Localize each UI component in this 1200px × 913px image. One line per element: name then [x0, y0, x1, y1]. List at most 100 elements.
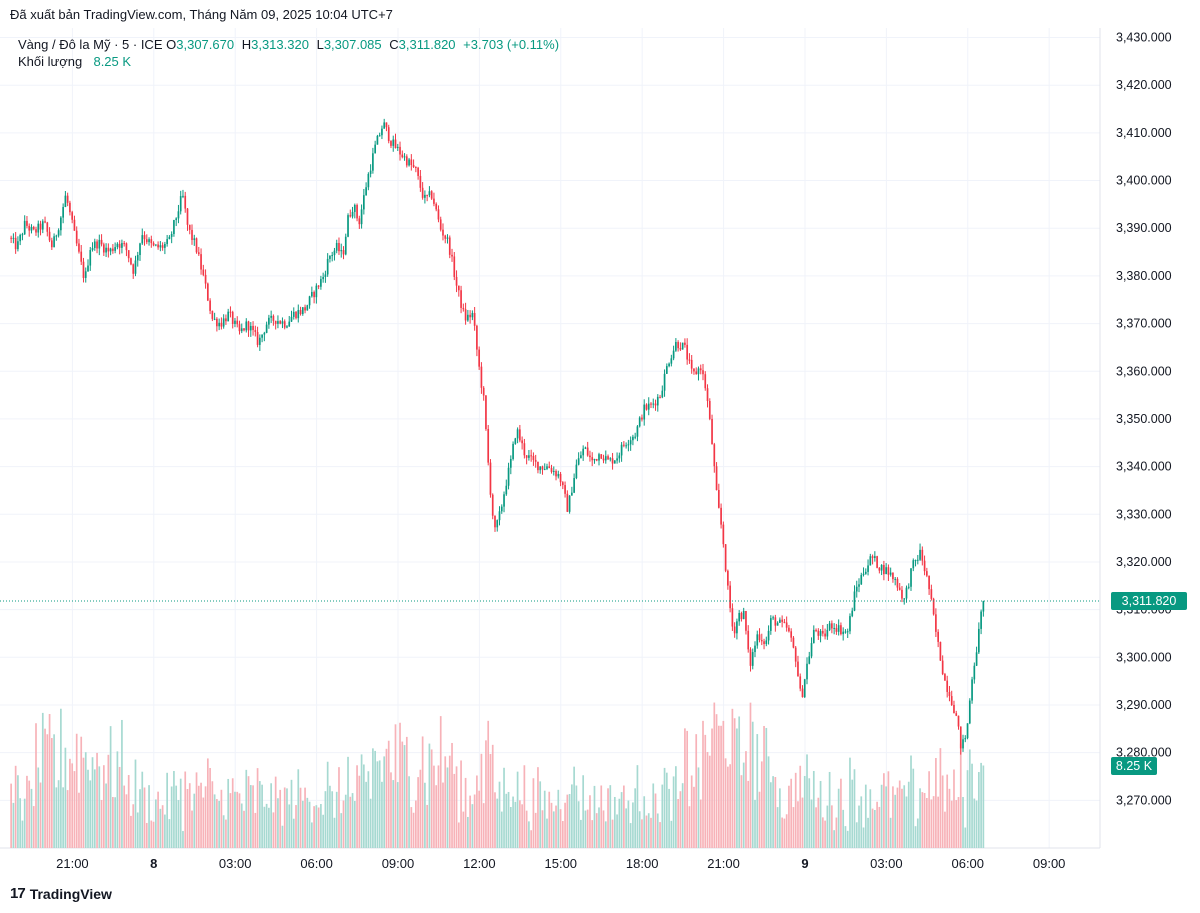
volume-bar: [561, 821, 564, 848]
candle-body: [887, 567, 890, 575]
candle-body: [546, 466, 548, 469]
candle-body: [663, 373, 666, 391]
volume-bar: [833, 830, 835, 848]
candle-body: [249, 325, 252, 331]
volume-bar: [634, 788, 637, 848]
candle-body: [803, 679, 806, 698]
candle-body: [340, 250, 343, 252]
volume-bar: [23, 798, 26, 848]
candle-body: [252, 325, 254, 331]
volume-bar: [220, 789, 223, 848]
candle-body: [982, 600, 985, 612]
candle-body: [116, 243, 119, 248]
volume-label[interactable]: Khối lượng: [18, 54, 83, 69]
candle-body: [467, 314, 469, 321]
close-label: C: [389, 37, 399, 52]
candle-body: [715, 466, 718, 491]
candle-body: [763, 641, 765, 644]
volume-bar: [555, 805, 557, 848]
candle-body: [243, 328, 245, 331]
candle-body: [60, 217, 62, 231]
candle-body: [358, 218, 361, 225]
volume-bar: [383, 756, 386, 848]
volume-bar: [485, 740, 487, 848]
candle-body: [317, 285, 320, 287]
candle-body: [471, 312, 474, 318]
candle-body: [383, 122, 386, 129]
volume-bar: [557, 789, 560, 848]
candle-body: [781, 619, 783, 622]
candle-body: [487, 429, 490, 463]
volume-bar: [566, 794, 569, 848]
candle-body: [297, 309, 300, 319]
volume-bar: [123, 785, 126, 848]
candle-body: [641, 417, 643, 420]
tradingview-logo[interactable]: 17 TradingView: [10, 885, 112, 902]
volume-bar: [78, 792, 80, 848]
candle-body: [946, 680, 949, 692]
volume-bar: [889, 817, 892, 848]
candle-body: [616, 458, 618, 461]
candle-body: [460, 290, 462, 308]
candle-body: [399, 146, 401, 155]
candle-body: [812, 629, 815, 644]
candle-body: [310, 291, 313, 297]
volume-bar: [835, 817, 838, 848]
candle-body: [552, 470, 555, 472]
volume-bar: [684, 728, 686, 848]
volume-bar: [950, 800, 953, 848]
volume-bar: [455, 766, 458, 848]
candlestick-chart[interactable]: 3,270.000 3,280.000 3,290.000 3,300.000 3,31…: [0, 28, 1200, 878]
candle-body: [121, 243, 123, 248]
volume-bar: [543, 790, 546, 848]
volume-bar: [73, 771, 76, 848]
volume-bar: [442, 782, 444, 848]
candle-body: [571, 492, 573, 496]
x-tick-label: 8: [150, 856, 157, 871]
volume-bar: [35, 723, 37, 848]
candle-body: [229, 311, 232, 313]
candle-body: [751, 652, 754, 666]
volume-bar: [602, 810, 605, 848]
candle-body: [62, 206, 64, 218]
candle-body: [265, 324, 268, 333]
y-tick-label: 3,400.000: [1116, 174, 1172, 188]
candle-body: [627, 444, 630, 446]
candle-body: [268, 317, 270, 325]
volume-bar: [161, 805, 164, 848]
volume-bar: [317, 807, 320, 848]
candle-body: [675, 342, 677, 351]
volume-bar: [650, 817, 652, 848]
chart-area[interactable]: 3,270.000 3,280.000 3,290.000 3,300.000 3,31…: [0, 28, 1200, 878]
candle-body: [948, 691, 951, 697]
volume-bar: [729, 764, 731, 848]
candle-body: [290, 316, 293, 322]
candle-body: [299, 309, 302, 315]
candle-body: [749, 649, 752, 666]
volume-bar: [340, 813, 343, 848]
candle-body: [512, 443, 514, 459]
symbol-label[interactable]: Vàng / Đô la Mỹ · 5 · ICE: [18, 37, 163, 52]
volume-bar: [173, 770, 175, 848]
volume-bar: [12, 802, 15, 848]
volume-bar: [408, 776, 410, 848]
candle-body: [295, 311, 297, 319]
volume-bar: [928, 771, 930, 848]
volume-bar: [227, 778, 230, 848]
candle-body: [209, 300, 211, 311]
y-tick-label: 3,320.000: [1116, 555, 1172, 569]
volume-bar: [358, 775, 361, 848]
candle-body: [485, 395, 487, 430]
volume-bar: [898, 780, 901, 848]
candle-body: [564, 485, 566, 494]
volume-bar: [392, 780, 395, 848]
candle-body: [98, 239, 101, 249]
volume-bar: [512, 796, 514, 848]
volume-bar: [704, 734, 707, 848]
candle-body: [923, 560, 926, 572]
candle-body: [12, 237, 15, 239]
candle-body: [833, 627, 835, 629]
candle-body: [150, 239, 153, 244]
volume-bar: [616, 814, 618, 848]
volume-bar: [821, 817, 824, 848]
